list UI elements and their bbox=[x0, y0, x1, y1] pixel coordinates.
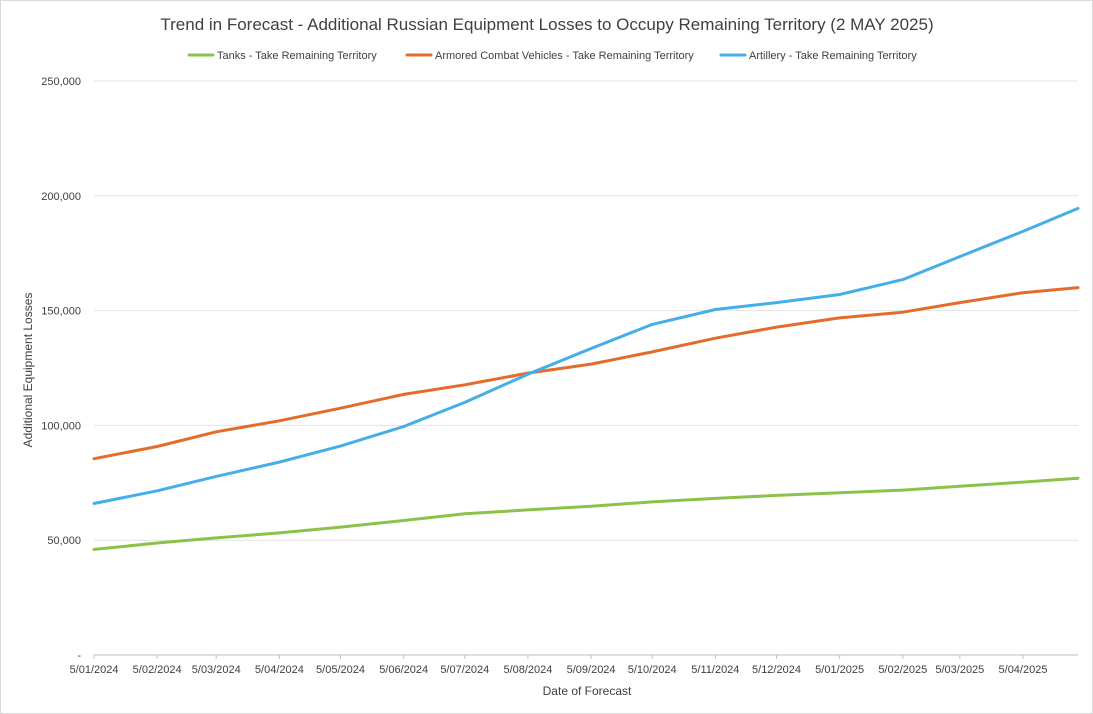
series-line-tanks bbox=[92, 476, 1080, 551]
y-tick-label: - bbox=[77, 650, 81, 662]
gridlines bbox=[94, 80, 1078, 656]
x-tick-label: 5/06/2024 bbox=[379, 664, 428, 676]
y-tick-label: 50,000 bbox=[47, 535, 81, 547]
legend-label-artillery: Artillery - Take Remaining Territory bbox=[749, 50, 917, 62]
x-tick-label: 5/04/2024 bbox=[255, 664, 304, 676]
y-tick-label: 200,000 bbox=[41, 191, 81, 203]
x-tick-label: 5/03/2025 bbox=[935, 664, 984, 676]
x-tick-label: 5/05/2024 bbox=[316, 664, 365, 676]
legend: Tanks - Take Remaining Territory Armored… bbox=[187, 50, 917, 62]
x-tick-label: 5/07/2024 bbox=[440, 664, 489, 676]
x-axis-ticks: 5/01/2024 5/02/2024 5/03/2024 5/04/2024 5/05… bbox=[70, 655, 1048, 676]
series-line-artillery bbox=[92, 206, 1080, 505]
x-tick-label: 5/08/2024 bbox=[503, 664, 552, 676]
legend-label-tanks: Tanks - Take Remaining Territory bbox=[217, 50, 377, 62]
x-tick-label: 5/09/2024 bbox=[567, 664, 616, 676]
x-tick-label: 5/01/2025 bbox=[815, 664, 864, 676]
x-tick-label: 5/03/2024 bbox=[192, 664, 241, 676]
series-line-acv bbox=[92, 286, 1080, 461]
x-axis-title: Date of Forecast bbox=[543, 684, 632, 698]
x-tick-label: 5/10/2024 bbox=[628, 664, 677, 676]
y-tick-label: 100,000 bbox=[41, 420, 81, 432]
y-axis-ticks: - 50,000 100,000 150,000 200,000 250,000 bbox=[41, 76, 81, 662]
series-lines bbox=[92, 206, 1080, 551]
x-tick-label: 5/02/2025 bbox=[878, 664, 927, 676]
legend-label-acv: Armored Combat Vehicles - Take Remaining… bbox=[435, 50, 694, 62]
x-tick-label: 5/12/2024 bbox=[752, 664, 801, 676]
x-tick-label: 5/01/2024 bbox=[70, 664, 119, 676]
x-tick-label: 5/02/2024 bbox=[133, 664, 182, 676]
chart-title: Trend in Forecast - Additional Russian E… bbox=[160, 15, 933, 34]
x-tick-label: 5/11/2024 bbox=[691, 664, 739, 676]
y-axis-title: Additional Equipment Losses bbox=[21, 293, 35, 448]
x-tick-label: 5/04/2025 bbox=[999, 664, 1048, 676]
y-tick-label: 150,000 bbox=[41, 306, 81, 318]
y-tick-label: 250,000 bbox=[41, 76, 81, 88]
